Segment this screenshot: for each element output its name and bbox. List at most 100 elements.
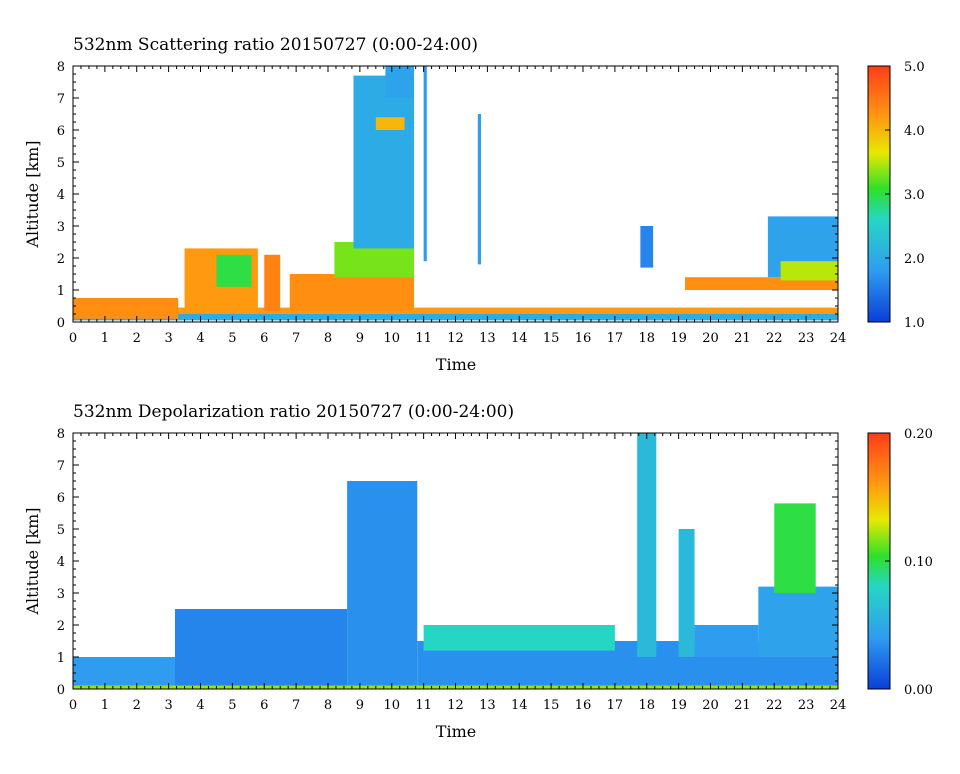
x-tick-label: 23 — [798, 331, 815, 346]
y-tick-label: 5 — [57, 156, 65, 171]
x-tick-label: 22 — [766, 698, 783, 713]
heatmap-cell — [423, 66, 427, 262]
x-tick-label: 13 — [479, 698, 496, 713]
x-tick-label: 20 — [702, 331, 719, 346]
x-tick-label: 17 — [607, 331, 624, 346]
heatmap-cell — [289, 274, 415, 311]
y-tick-label: 6 — [57, 124, 65, 139]
heatmap-cell — [780, 261, 838, 281]
heatmap-cell — [678, 529, 695, 657]
y-tick-label: 6 — [57, 491, 65, 506]
x-tick-label: 17 — [607, 698, 624, 713]
x-tick-label: 16 — [575, 331, 592, 346]
x-tick-label: 8 — [324, 331, 332, 346]
heatmap-cell — [637, 433, 657, 657]
depolarization-x-label: Time — [436, 722, 476, 741]
heatmap-cell — [216, 254, 252, 287]
heatmap-cell — [353, 75, 415, 249]
x-tick-label: 5 — [228, 698, 236, 713]
heatmap-cell — [73, 298, 179, 319]
depolarization-heatmap — [73, 433, 838, 689]
colorbar-label: 1.0 — [904, 316, 925, 331]
x-tick-label: 1 — [101, 331, 109, 346]
colorbar-label: 0.10 — [904, 555, 933, 570]
heatmap-cell — [73, 307, 838, 314]
x-tick-label: 24 — [830, 698, 847, 713]
y-tick-label: 2 — [57, 619, 65, 634]
x-tick-label: 9 — [356, 698, 364, 713]
x-tick-label: 14 — [511, 331, 528, 346]
x-tick-label: 18 — [638, 331, 655, 346]
depolarization-y-ticks: 0 1 2 3 4 5 6 7 8 — [57, 427, 838, 698]
x-tick-label: 9 — [356, 331, 364, 346]
x-tick-label: 11 — [415, 331, 432, 346]
x-tick-label: 21 — [734, 698, 751, 713]
heatmap-cell — [694, 625, 759, 657]
colorbar-label: 0.00 — [904, 683, 933, 698]
heatmap-cell — [347, 481, 418, 686]
y-tick-label: 5 — [57, 523, 65, 538]
heatmap-cell — [758, 586, 838, 657]
heatmap-cell — [477, 114, 481, 265]
colorbar-label: 4.0 — [904, 124, 925, 139]
heatmap-cell — [264, 254, 281, 311]
x-tick-label: 21 — [734, 331, 751, 346]
y-tick-label: 7 — [57, 92, 65, 107]
heatmap-cell — [423, 625, 615, 651]
scattering-y-label: Altitude [km] — [23, 140, 42, 248]
scattering-x-ticks: 0 1 2 3 4 5 6 7 8 9 10 11 12 13 14 15 16 17 18 19 20 21 22 23 24 — [69, 66, 846, 346]
x-tick-label: 0 — [69, 331, 77, 346]
x-tick-label: 3 — [164, 698, 172, 713]
scattering-x-label: Time — [436, 355, 476, 374]
y-tick-label: 7 — [57, 459, 65, 474]
x-tick-label: 2 — [133, 698, 141, 713]
colorbar-label: 0.20 — [904, 427, 933, 442]
x-tick-label: 7 — [292, 331, 300, 346]
y-tick-label: 8 — [57, 60, 65, 75]
x-tick-label: 7 — [292, 698, 300, 713]
x-tick-label: 18 — [638, 698, 655, 713]
scattering-ratio-panel: 532nm Scattering ratio 20150727 (0:00-24… — [23, 35, 925, 374]
colorbar-label: 5.0 — [904, 60, 925, 75]
depolarization-y-label: Altitude [km] — [23, 507, 42, 615]
y-tick-label: 2 — [57, 252, 65, 267]
x-tick-label: 16 — [575, 698, 592, 713]
x-tick-label: 4 — [196, 698, 204, 713]
heatmap-cell — [640, 226, 654, 268]
heatmap-cell — [375, 117, 405, 130]
x-tick-label: 3 — [164, 331, 172, 346]
x-tick-label: 6 — [260, 331, 268, 346]
y-tick-label: 4 — [57, 555, 65, 570]
x-tick-label: 6 — [260, 698, 268, 713]
x-tick-label: 8 — [324, 698, 332, 713]
x-tick-label: 23 — [798, 698, 815, 713]
y-tick-label: 8 — [57, 427, 65, 442]
x-tick-label: 10 — [383, 331, 400, 346]
x-tick-label: 13 — [479, 331, 496, 346]
y-tick-label: 0 — [57, 683, 65, 698]
scattering-y-ticks: 0 1 2 3 4 5 6 7 8 — [57, 60, 838, 331]
scattering-title: 532nm Scattering ratio 20150727 (0:00-24… — [73, 35, 478, 55]
x-tick-label: 11 — [415, 698, 432, 713]
depolarization-title: 532nm Depolarization ratio 20150727 (0:0… — [73, 402, 514, 422]
x-tick-label: 5 — [228, 331, 236, 346]
x-tick-label: 24 — [830, 331, 847, 346]
heatmap-cell — [774, 503, 816, 593]
x-tick-label: 15 — [543, 331, 560, 346]
x-tick-label: 12 — [447, 331, 464, 346]
y-tick-label: 3 — [57, 587, 65, 602]
depolarization-x-ticks: 0 1 2 3 4 5 6 7 8 9 10 11 12 13 14 15 16 17 18 19 20 21 22 23 24 — [69, 433, 846, 713]
x-tick-label: 1 — [101, 698, 109, 713]
heatmap-cell — [175, 609, 348, 686]
colorbar-label: 3.0 — [904, 188, 925, 203]
x-tick-label: 20 — [702, 698, 719, 713]
x-tick-label: 14 — [511, 698, 528, 713]
y-tick-label: 3 — [57, 220, 65, 235]
x-tick-label: 0 — [69, 698, 77, 713]
x-tick-label: 12 — [447, 698, 464, 713]
depolarization-ratio-panel: 532nm Depolarization ratio 20150727 (0:0… — [23, 402, 933, 741]
x-tick-label: 4 — [196, 331, 204, 346]
heatmap-cell — [385, 66, 415, 98]
x-tick-label: 2 — [133, 331, 141, 346]
